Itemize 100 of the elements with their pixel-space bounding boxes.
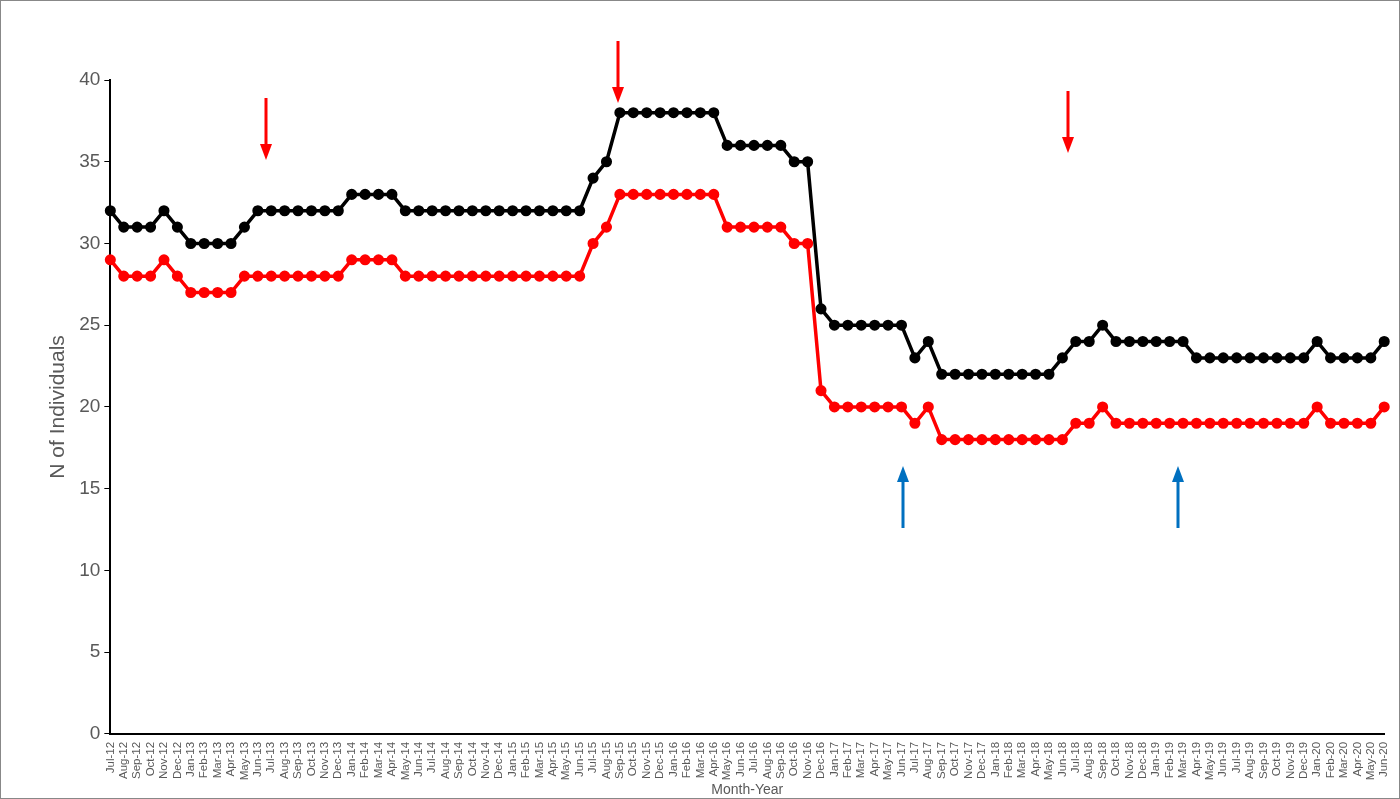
- x-tick-label: Jan-17: [827, 741, 840, 778]
- x-tick-label: Mar-19: [1176, 741, 1189, 779]
- x-tick-label: Dec-12: [170, 741, 183, 779]
- x-tick-label: Jul-13: [264, 741, 277, 774]
- x-tick-label: Sep-17: [934, 741, 947, 779]
- x-tick-label: Nov-14: [478, 741, 491, 779]
- x-tick-label: Oct-19: [1270, 741, 1283, 777]
- x-tick-label: Dec-16: [814, 741, 827, 779]
- x-tick-label: Mar-17: [854, 741, 867, 779]
- x-tick-label: Jun-17: [894, 741, 907, 778]
- x-tick-label: Jan-19: [1149, 741, 1162, 778]
- y-tick-label: 40: [79, 68, 101, 90]
- x-tick-label: Mar-20: [1337, 741, 1350, 779]
- y-tick-label: 15: [79, 476, 101, 498]
- y-tick-label: 5: [89, 640, 101, 662]
- x-tick-label: Sep-14: [452, 741, 465, 779]
- x-tick-label: Apr-17: [867, 741, 880, 777]
- x-tick-label: Aug-12: [116, 741, 129, 779]
- x-tick-label: May-16: [720, 741, 733, 781]
- x-tick-label: Jun-15: [572, 741, 585, 778]
- x-tick-label: Jun-16: [733, 741, 746, 778]
- x-tick-label: Sep-12: [130, 741, 143, 779]
- x-tick-label: Apr-16: [706, 741, 719, 777]
- x-tick-label: Aug-18: [1082, 741, 1095, 779]
- x-tick-label: Aug-17: [921, 741, 934, 779]
- y-axis-title: N of Individuals: [45, 335, 69, 479]
- x-tick-label: Feb-15: [519, 741, 532, 779]
- x-tick-label: May-20: [1363, 741, 1376, 781]
- x-tick-label: Apr-19: [1189, 741, 1202, 777]
- x-tick-label: Nov-17: [961, 741, 974, 779]
- x-tick-label: Jan-15: [505, 741, 518, 778]
- x-tick-label: Jan-16: [666, 741, 679, 778]
- x-tick-label: Jun-19: [1216, 741, 1229, 778]
- x-tick-label: Aug-14: [438, 741, 451, 779]
- x-tick-label: Jan-13: [183, 741, 196, 778]
- x-tick-label: May-14: [398, 741, 411, 781]
- x-tick-label: Nov-15: [639, 741, 652, 779]
- x-tick-label: Dec-14: [492, 741, 505, 779]
- x-tick-label: May-13: [237, 741, 250, 781]
- x-tick-label: Jul-15: [586, 741, 599, 774]
- x-tick-label: Jul-19: [1229, 741, 1242, 774]
- x-tick-label: Oct-13: [304, 741, 317, 777]
- x-tick-label: Sep-19: [1256, 741, 1269, 779]
- x-tick-label: Jan-14: [344, 741, 357, 778]
- x-tick-label: Jan-18: [988, 741, 1001, 778]
- y-tick-label: 30: [79, 231, 101, 253]
- x-tick-label: Apr-18: [1028, 741, 1041, 777]
- x-tick-label: May-17: [881, 741, 894, 781]
- x-tick-label: Oct-18: [1109, 741, 1122, 777]
- x-tick-label: Nov-13: [318, 741, 331, 779]
- x-tick-label: Jul-17: [908, 741, 921, 774]
- x-tick-label: Nov-18: [1122, 741, 1135, 779]
- x-tick-label: Mar-14: [371, 741, 384, 779]
- x-tick-label: Feb-16: [680, 741, 693, 779]
- x-tick-label: Feb-19: [1162, 741, 1175, 779]
- x-tick-label: Sep-13: [291, 741, 304, 779]
- x-tick-label: Jul-18: [1068, 741, 1081, 774]
- x-tick-label: Oct-17: [948, 741, 961, 777]
- x-tick-label: Oct-16: [787, 741, 800, 777]
- x-tick-label: May-18: [1042, 741, 1055, 781]
- x-tick-label: Jun-20: [1377, 741, 1390, 778]
- x-tick-label: Dec-15: [653, 741, 666, 779]
- x-tick-label: Feb-13: [197, 741, 210, 779]
- x-tick-label: Feb-18: [1001, 741, 1014, 779]
- x-tick-label: Sep-15: [613, 741, 626, 779]
- x-tick-label: Sep-18: [1095, 741, 1108, 779]
- x-tick-label: Mar-15: [532, 741, 545, 779]
- x-tick-label: Mar-13: [210, 741, 223, 779]
- x-tick-label: Dec-17: [975, 741, 988, 779]
- y-tick-label: 0: [89, 722, 101, 744]
- x-tick-label: Apr-15: [546, 741, 559, 777]
- x-tick-label: Dec-13: [331, 741, 344, 779]
- x-tick-label: Dec-18: [1136, 741, 1149, 779]
- x-tick-label: Jun-18: [1055, 741, 1068, 778]
- x-tick-label: Apr-14: [385, 741, 398, 777]
- x-axis-title: Month-Year: [711, 781, 784, 798]
- x-tick-label: Oct-12: [143, 741, 156, 777]
- x-tick-label: Oct-14: [465, 741, 478, 777]
- y-tick-label: 25: [79, 313, 101, 335]
- x-tick-label: May-19: [1203, 741, 1216, 781]
- x-tick-label: Aug-13: [277, 741, 290, 779]
- x-tick-label: Aug-15: [599, 741, 612, 779]
- x-tick-label: Sep-16: [773, 741, 786, 779]
- x-tick-label: Aug-16: [760, 741, 773, 779]
- y-tick-label: 10: [79, 558, 101, 580]
- x-tick-label: Feb-17: [841, 741, 854, 779]
- x-tick-label: Dec-19: [1296, 741, 1309, 779]
- x-tick-label: Jan-20: [1310, 741, 1323, 778]
- x-tick-label: Jun-14: [411, 741, 424, 778]
- x-tick-label: Aug-19: [1243, 741, 1256, 779]
- x-tick-label: Oct-15: [626, 741, 639, 777]
- x-tick-label: Jul-12: [103, 741, 116, 774]
- x-tick-label: Feb-20: [1323, 741, 1336, 779]
- x-tick-label: Jul-16: [747, 741, 760, 774]
- x-tick-label: Mar-16: [693, 741, 706, 779]
- x-tick-label: Mar-18: [1015, 741, 1028, 779]
- x-tick-label: Feb-14: [358, 741, 371, 779]
- x-tick-label: Nov-12: [157, 741, 170, 779]
- y-tick-label: 20: [79, 395, 101, 417]
- y-tick-label: 35: [79, 149, 101, 171]
